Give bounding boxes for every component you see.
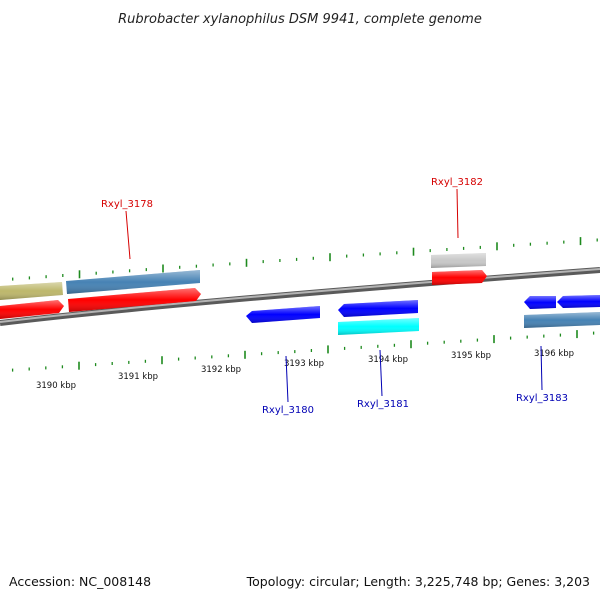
gene-label-rxyl3181[interactable]: Rxyl_3181 <box>357 399 409 410</box>
map-title: Rubrobacter xylanophilus DSM 9941, compl… <box>118 12 482 27</box>
gene-red-rxyl3178[interactable] <box>68 288 201 312</box>
leader-rxyl3183 <box>540 345 543 391</box>
scale-label-3190: 3190 kbp <box>36 381 76 391</box>
gene-gray-rxyl3182[interactable] <box>431 253 486 268</box>
scale-label-3191: 3191 kbp <box>118 372 158 382</box>
gene-label-rxyl3183[interactable]: Rxyl_3183 <box>516 393 568 404</box>
scale-label-3195: 3195 kbp <box>451 351 491 361</box>
gene-steelblue-rxyl3178[interactable] <box>66 270 200 294</box>
accession-text: Accession: NC_008148 <box>9 574 151 589</box>
gene-blue-rxyl3181[interactable] <box>338 300 418 317</box>
scale-label-3196: 3196 kbp <box>534 349 574 359</box>
inner-tick-ring <box>11 330 595 372</box>
gene-cyan-rxyl3181[interactable] <box>338 318 419 335</box>
scale-label-3192: 3192 kbp <box>201 365 241 375</box>
scale-label-3193: 3193 kbp <box>284 359 324 369</box>
gene-red-rxyl3182[interactable] <box>432 270 487 285</box>
gene-label-rxyl3180[interactable]: Rxyl_3180 <box>262 405 314 416</box>
gene-olive-left[interactable] <box>0 282 63 300</box>
leader-rxyl3180 <box>285 355 289 403</box>
topology-summary-text: Topology: circular; Length: 3,225,748 bp… <box>246 574 590 589</box>
gene-red-left[interactable] <box>0 300 64 319</box>
leader-rxyl3182 <box>456 188 459 239</box>
gene-steelblue-rxyl3183[interactable] <box>524 312 600 328</box>
gene-label-rxyl3182[interactable]: Rxyl_3182 <box>431 177 483 188</box>
scale-label-3194: 3194 kbp <box>368 355 408 365</box>
genome-backbone-highlight <box>0 268 600 323</box>
outer-tick-ring <box>12 237 598 281</box>
leader-rxyl3178 <box>125 210 131 260</box>
gene-blue-right-1[interactable] <box>524 296 556 309</box>
gene-blue-rxyl3180[interactable] <box>246 306 320 323</box>
leader-rxyl3181 <box>379 349 383 397</box>
gene-blue-right-2[interactable] <box>557 295 600 308</box>
gene-label-rxyl3178[interactable]: Rxyl_3178 <box>101 199 153 210</box>
